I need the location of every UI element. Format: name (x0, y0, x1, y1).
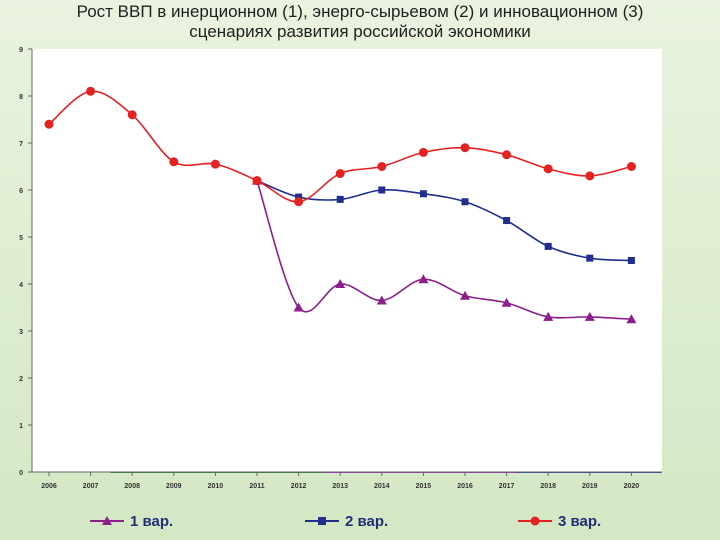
x-tick-label: 2014 (374, 483, 390, 490)
data-point (210, 159, 220, 169)
y-tick-label: 7 (19, 141, 23, 148)
data-point (44, 119, 54, 129)
legend-label-1: 1 вар. (130, 512, 174, 530)
data-point (419, 190, 427, 198)
data-point (86, 86, 96, 96)
data-point (169, 157, 179, 167)
y-tick-label: 3 (19, 329, 23, 336)
y-tick-label: 1 (19, 423, 23, 430)
data-point (502, 150, 512, 160)
data-point (336, 195, 344, 203)
data-point (377, 162, 387, 171)
data-point (461, 198, 469, 206)
x-tick-label: 2006 (41, 483, 57, 490)
data-point (460, 290, 470, 300)
y-tick-label: 6 (19, 188, 23, 195)
data-point (252, 176, 262, 186)
legend-marker-triangle-icon (90, 516, 124, 525)
x-tick-label: 2020 (624, 483, 640, 490)
chart-title: Рост ВВП в инерционном (1), энерго-сырье… (76, 2, 644, 41)
legend-item-2: 2 вар. (305, 510, 388, 532)
data-point (418, 147, 428, 157)
chart-canvas: I этапII этапIII этап 012345678920062007… (19, 47, 662, 490)
data-point (503, 217, 511, 225)
legend-marker-circle-icon (518, 516, 552, 526)
x-tick-label: 2011 (249, 483, 264, 490)
x-tick-label: 2007 (83, 483, 99, 490)
data-point (543, 311, 554, 321)
y-tick-label: 5 (19, 235, 23, 242)
x-tick-label: 2008 (124, 483, 140, 490)
data-point (127, 110, 137, 120)
x-tick-label: 2010 (208, 483, 224, 490)
data-point (335, 169, 345, 179)
x-tick-label: 2017 (499, 483, 515, 490)
x-tick-label: 2012 (291, 483, 307, 490)
data-point (626, 314, 637, 324)
data-point (376, 295, 387, 305)
y-tick-label: 8 (19, 94, 23, 101)
data-point (543, 164, 553, 174)
series-line-2 (256, 179, 632, 262)
data-point (460, 143, 470, 153)
x-tick-label: 2018 (540, 483, 556, 490)
data-point (584, 311, 595, 321)
data-point (586, 254, 594, 262)
data-point (295, 193, 303, 201)
legend-label-3: 3 вар. (558, 512, 602, 530)
data-point (418, 274, 429, 284)
x-tick-label: 2019 (582, 483, 598, 490)
data-point (544, 242, 552, 250)
y-tick-label: 4 (19, 282, 23, 289)
data-point (335, 279, 346, 288)
data-point (501, 297, 512, 307)
plot-area (32, 49, 662, 472)
x-tick-label: 2015 (416, 483, 432, 490)
y-tick-label: 2 (19, 376, 23, 383)
data-point (294, 197, 304, 207)
data-point (293, 302, 304, 312)
x-tick-label: 2016 (457, 483, 473, 490)
y-tick-label: 9 (19, 47, 23, 54)
x-tick-label: 2009 (166, 483, 182, 490)
legend-item-3: 3 вар. (518, 510, 601, 532)
data-point (627, 257, 635, 264)
data-point (585, 171, 595, 181)
legend-marker-square-icon (305, 517, 339, 525)
legend-item-1: 1 вар. (90, 510, 173, 532)
legend-label-2: 2 вар. (345, 512, 389, 530)
data-point (378, 186, 386, 194)
data-point (626, 162, 636, 171)
x-tick-label: 2013 (332, 483, 348, 490)
y-tick-label: 0 (19, 470, 23, 477)
